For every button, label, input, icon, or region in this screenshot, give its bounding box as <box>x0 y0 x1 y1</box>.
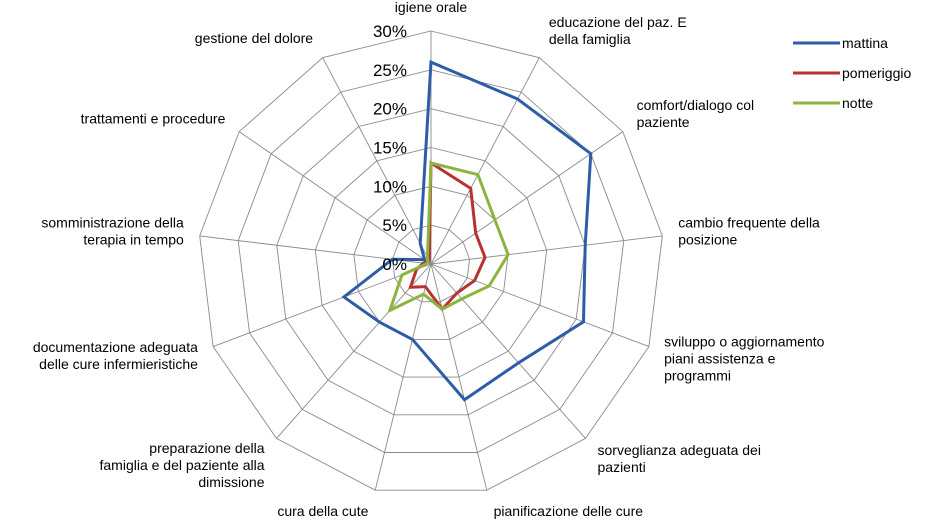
radar-grid <box>199 30 663 491</box>
category-label: sviluppo o aggiornamento <box>664 333 825 349</box>
category-label: gestione del dolore <box>195 30 314 46</box>
category-label: trattamenti e procedure <box>81 111 226 127</box>
category-label: delle cure infermieristiche <box>39 356 198 372</box>
tick-label: 25% <box>373 61 407 80</box>
grid-spoke <box>430 57 540 265</box>
legend: mattina pomeriggio notte <box>793 35 911 111</box>
grid-ring <box>314 147 548 378</box>
grid-spoke <box>238 131 432 265</box>
series-line-notte <box>387 161 510 314</box>
category-label: cura della cute <box>277 503 368 519</box>
grid-spoke <box>430 263 650 348</box>
category-label: pazienti <box>598 459 646 475</box>
category-label: della famiglia <box>549 31 631 47</box>
category-label: sorveglianza adeguata dei <box>598 442 761 458</box>
tick-label: 0% <box>382 255 407 274</box>
legend-label-notte: notte <box>842 95 873 111</box>
category-label: famiglia e del paziente alla <box>100 457 265 473</box>
category-label: igiene orale <box>395 0 468 15</box>
grid-ring <box>237 69 625 453</box>
category-label: cambio frequente della <box>678 214 820 230</box>
radar-series <box>341 59 593 402</box>
legend-label-pomeriggio: pomeriggio <box>842 65 911 81</box>
series-line-mattina <box>341 59 593 402</box>
grid-ring <box>199 30 663 491</box>
category-label: somministrazione della <box>41 214 184 230</box>
grid-spoke <box>430 263 586 439</box>
tick-label: 10% <box>373 177 407 196</box>
tick-label: 15% <box>373 139 407 158</box>
grid-spoke <box>430 263 488 491</box>
grid-spoke <box>374 263 432 491</box>
category-label: comfort/dialogo col <box>637 97 755 113</box>
category-label: preparazione della <box>149 440 264 456</box>
category-label: posizione <box>678 231 737 247</box>
tick-label: 30% <box>373 22 407 41</box>
grid-spoke <box>322 57 432 265</box>
category-label: dimissione <box>198 474 264 490</box>
category-label: paziente <box>637 114 690 130</box>
category-label: terapia in tempo <box>83 231 184 247</box>
radial-tick-labels: 0% 5% 10% 15% 20% 25% 30% <box>373 22 407 274</box>
category-label: educazione del paz. E <box>549 14 687 30</box>
category-label: piani assistenza e <box>664 350 776 366</box>
grid-ring <box>276 108 586 416</box>
grid-spoke <box>212 263 432 348</box>
tick-label: 20% <box>373 100 407 119</box>
tick-label: 5% <box>382 216 407 235</box>
category-label: documentazione adeguata <box>33 339 198 355</box>
grid-spoke <box>430 235 663 265</box>
grid-spoke <box>276 263 432 439</box>
category-label: pianificazione delle cure <box>494 503 644 519</box>
category-label: programmi <box>664 367 731 383</box>
legend-label-mattina: mattina <box>842 35 888 51</box>
